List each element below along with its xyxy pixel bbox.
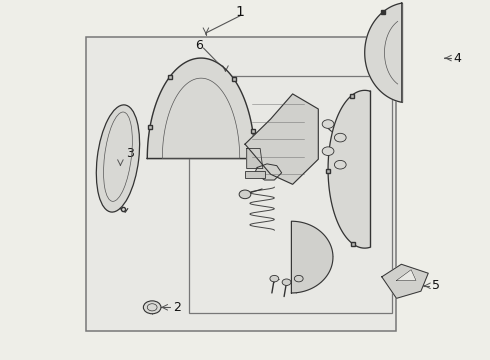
Polygon shape (292, 221, 333, 293)
Polygon shape (328, 90, 370, 248)
Polygon shape (382, 264, 428, 298)
Text: 2: 2 (172, 301, 180, 314)
Circle shape (322, 120, 334, 129)
Circle shape (144, 301, 161, 314)
Text: 5: 5 (432, 279, 440, 292)
Polygon shape (255, 164, 282, 180)
Polygon shape (396, 270, 416, 280)
Polygon shape (246, 148, 263, 168)
Polygon shape (147, 58, 255, 158)
Text: 6: 6 (195, 39, 202, 52)
Text: 4: 4 (454, 51, 462, 64)
Bar (245, 171, 265, 178)
Text: 1: 1 (236, 5, 245, 19)
Text: 3: 3 (126, 147, 134, 159)
Polygon shape (365, 3, 402, 102)
Circle shape (334, 133, 346, 142)
Circle shape (270, 275, 279, 282)
Ellipse shape (97, 105, 140, 212)
Polygon shape (245, 94, 318, 184)
Circle shape (282, 279, 291, 285)
Bar (86, 37, 396, 330)
Circle shape (334, 161, 346, 169)
Bar (189, 76, 392, 313)
Circle shape (322, 147, 334, 156)
Circle shape (239, 190, 251, 199)
Circle shape (294, 275, 303, 282)
